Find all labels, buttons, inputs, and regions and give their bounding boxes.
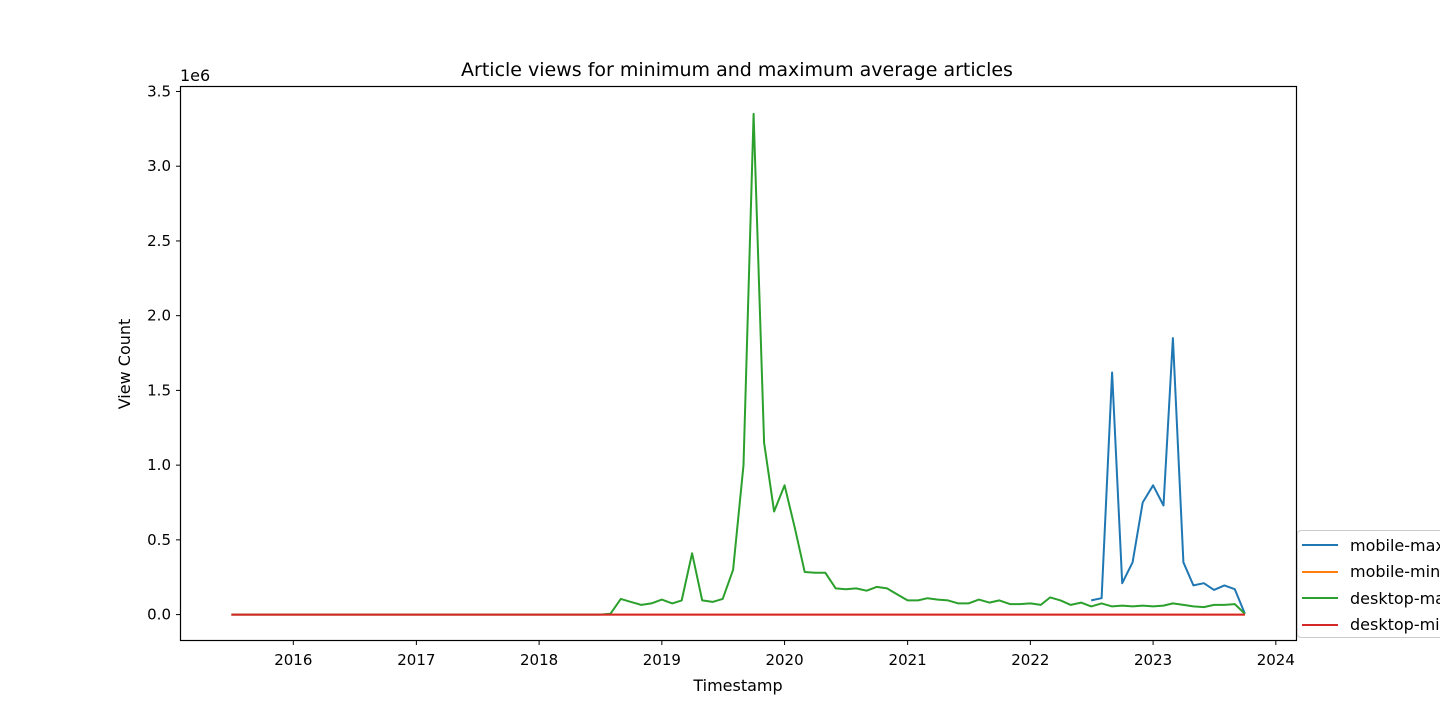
y-tick-label: 0.5 xyxy=(147,531,171,549)
y-tick-label: 1.0 xyxy=(147,456,171,474)
legend-label: desktop-min xyxy=(1350,615,1440,634)
plot-area-frame xyxy=(179,85,1298,642)
y-axis-label: View Count xyxy=(115,319,134,410)
x-tick-label: 2018 xyxy=(520,651,558,669)
x-tick-label: 2020 xyxy=(765,651,803,669)
legend-label: mobile-max xyxy=(1350,535,1440,555)
series-layer xyxy=(231,112,1246,616)
x-tick-label: 2016 xyxy=(274,651,312,669)
x-tick-label: 2022 xyxy=(1011,651,1049,669)
series-line-mobile-max xyxy=(1090,337,1246,615)
y-axis-offset-label: 1e6 xyxy=(180,66,210,85)
series-line-desktop-max xyxy=(231,112,1246,616)
legend-label: desktop-max xyxy=(1350,588,1440,608)
y-tick-label: 1.5 xyxy=(147,381,171,399)
x-tick-label: 2017 xyxy=(397,651,435,669)
y-tick-label: 2.0 xyxy=(147,307,171,325)
chart-title: Article views for minimum and maximum av… xyxy=(461,59,1013,81)
legend: mobile-max mobile-min desktop-max desktop-m… xyxy=(1297,530,1440,638)
legend-entry-mobile-min: mobile-min xyxy=(1302,562,1440,582)
x-tick-label: 2024 xyxy=(1257,651,1295,669)
y-tick-label: 3.5 xyxy=(147,82,171,100)
legend-entry-desktop-min: desktop-min xyxy=(1302,615,1440,635)
legend-swatch xyxy=(1302,570,1338,573)
y-tick-label: 2.5 xyxy=(147,232,171,250)
legend-swatch xyxy=(1302,623,1338,626)
x-tick-label: 2019 xyxy=(643,651,681,669)
legend-entry-desktop-max: desktop-max xyxy=(1302,588,1440,608)
legend-label: mobile-min xyxy=(1350,562,1440,581)
legend-entry-mobile-max: mobile-max xyxy=(1302,535,1440,555)
x-tick-label: 2021 xyxy=(889,651,927,669)
legend-swatch xyxy=(1302,597,1338,599)
y-axis-ticks: 0.0 0.5 1.0 1.5 2.0 2.5 3.0 3.5 xyxy=(147,82,181,624)
x-axis-label: Timestamp xyxy=(692,676,782,695)
x-tick-label: 2023 xyxy=(1134,651,1172,669)
y-tick-label: 3.0 xyxy=(147,157,171,175)
legend-swatch xyxy=(1302,544,1338,546)
x-axis-ticks: 2016 2017 2018 2019 2020 2021 2022 2023 2024 xyxy=(274,640,1295,669)
y-tick-label: 0.0 xyxy=(147,606,171,624)
